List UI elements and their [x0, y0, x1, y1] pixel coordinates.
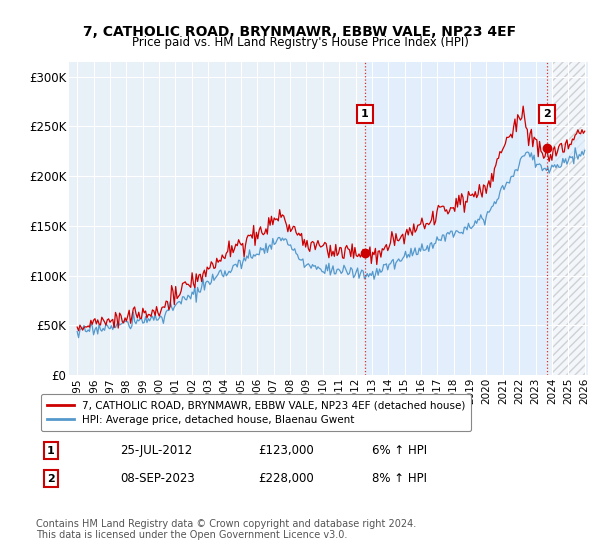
Text: Contains HM Land Registry data © Crown copyright and database right 2024.
This d: Contains HM Land Registry data © Crown c…: [36, 519, 416, 540]
Text: 25-JUL-2012: 25-JUL-2012: [120, 444, 192, 458]
Text: £228,000: £228,000: [258, 472, 314, 486]
Text: £123,000: £123,000: [258, 444, 314, 458]
Legend: 7, CATHOLIC ROAD, BRYNMAWR, EBBW VALE, NP23 4EF (detached house), HPI: Average p: 7, CATHOLIC ROAD, BRYNMAWR, EBBW VALE, N…: [41, 394, 472, 431]
Bar: [552, 62, 585, 375]
Text: 2: 2: [543, 109, 551, 119]
Text: 1: 1: [47, 446, 55, 456]
Text: Price paid vs. HM Land Registry's House Price Index (HPI): Price paid vs. HM Land Registry's House …: [131, 36, 469, 49]
Text: 7, CATHOLIC ROAD, BRYNMAWR, EBBW VALE, NP23 4EF: 7, CATHOLIC ROAD, BRYNMAWR, EBBW VALE, N…: [83, 25, 517, 39]
Text: 6% ↑ HPI: 6% ↑ HPI: [372, 444, 427, 458]
Text: 8% ↑ HPI: 8% ↑ HPI: [372, 472, 427, 486]
Text: 08-SEP-2023: 08-SEP-2023: [120, 472, 195, 486]
Text: 2: 2: [47, 474, 55, 484]
Text: 1: 1: [361, 109, 369, 119]
